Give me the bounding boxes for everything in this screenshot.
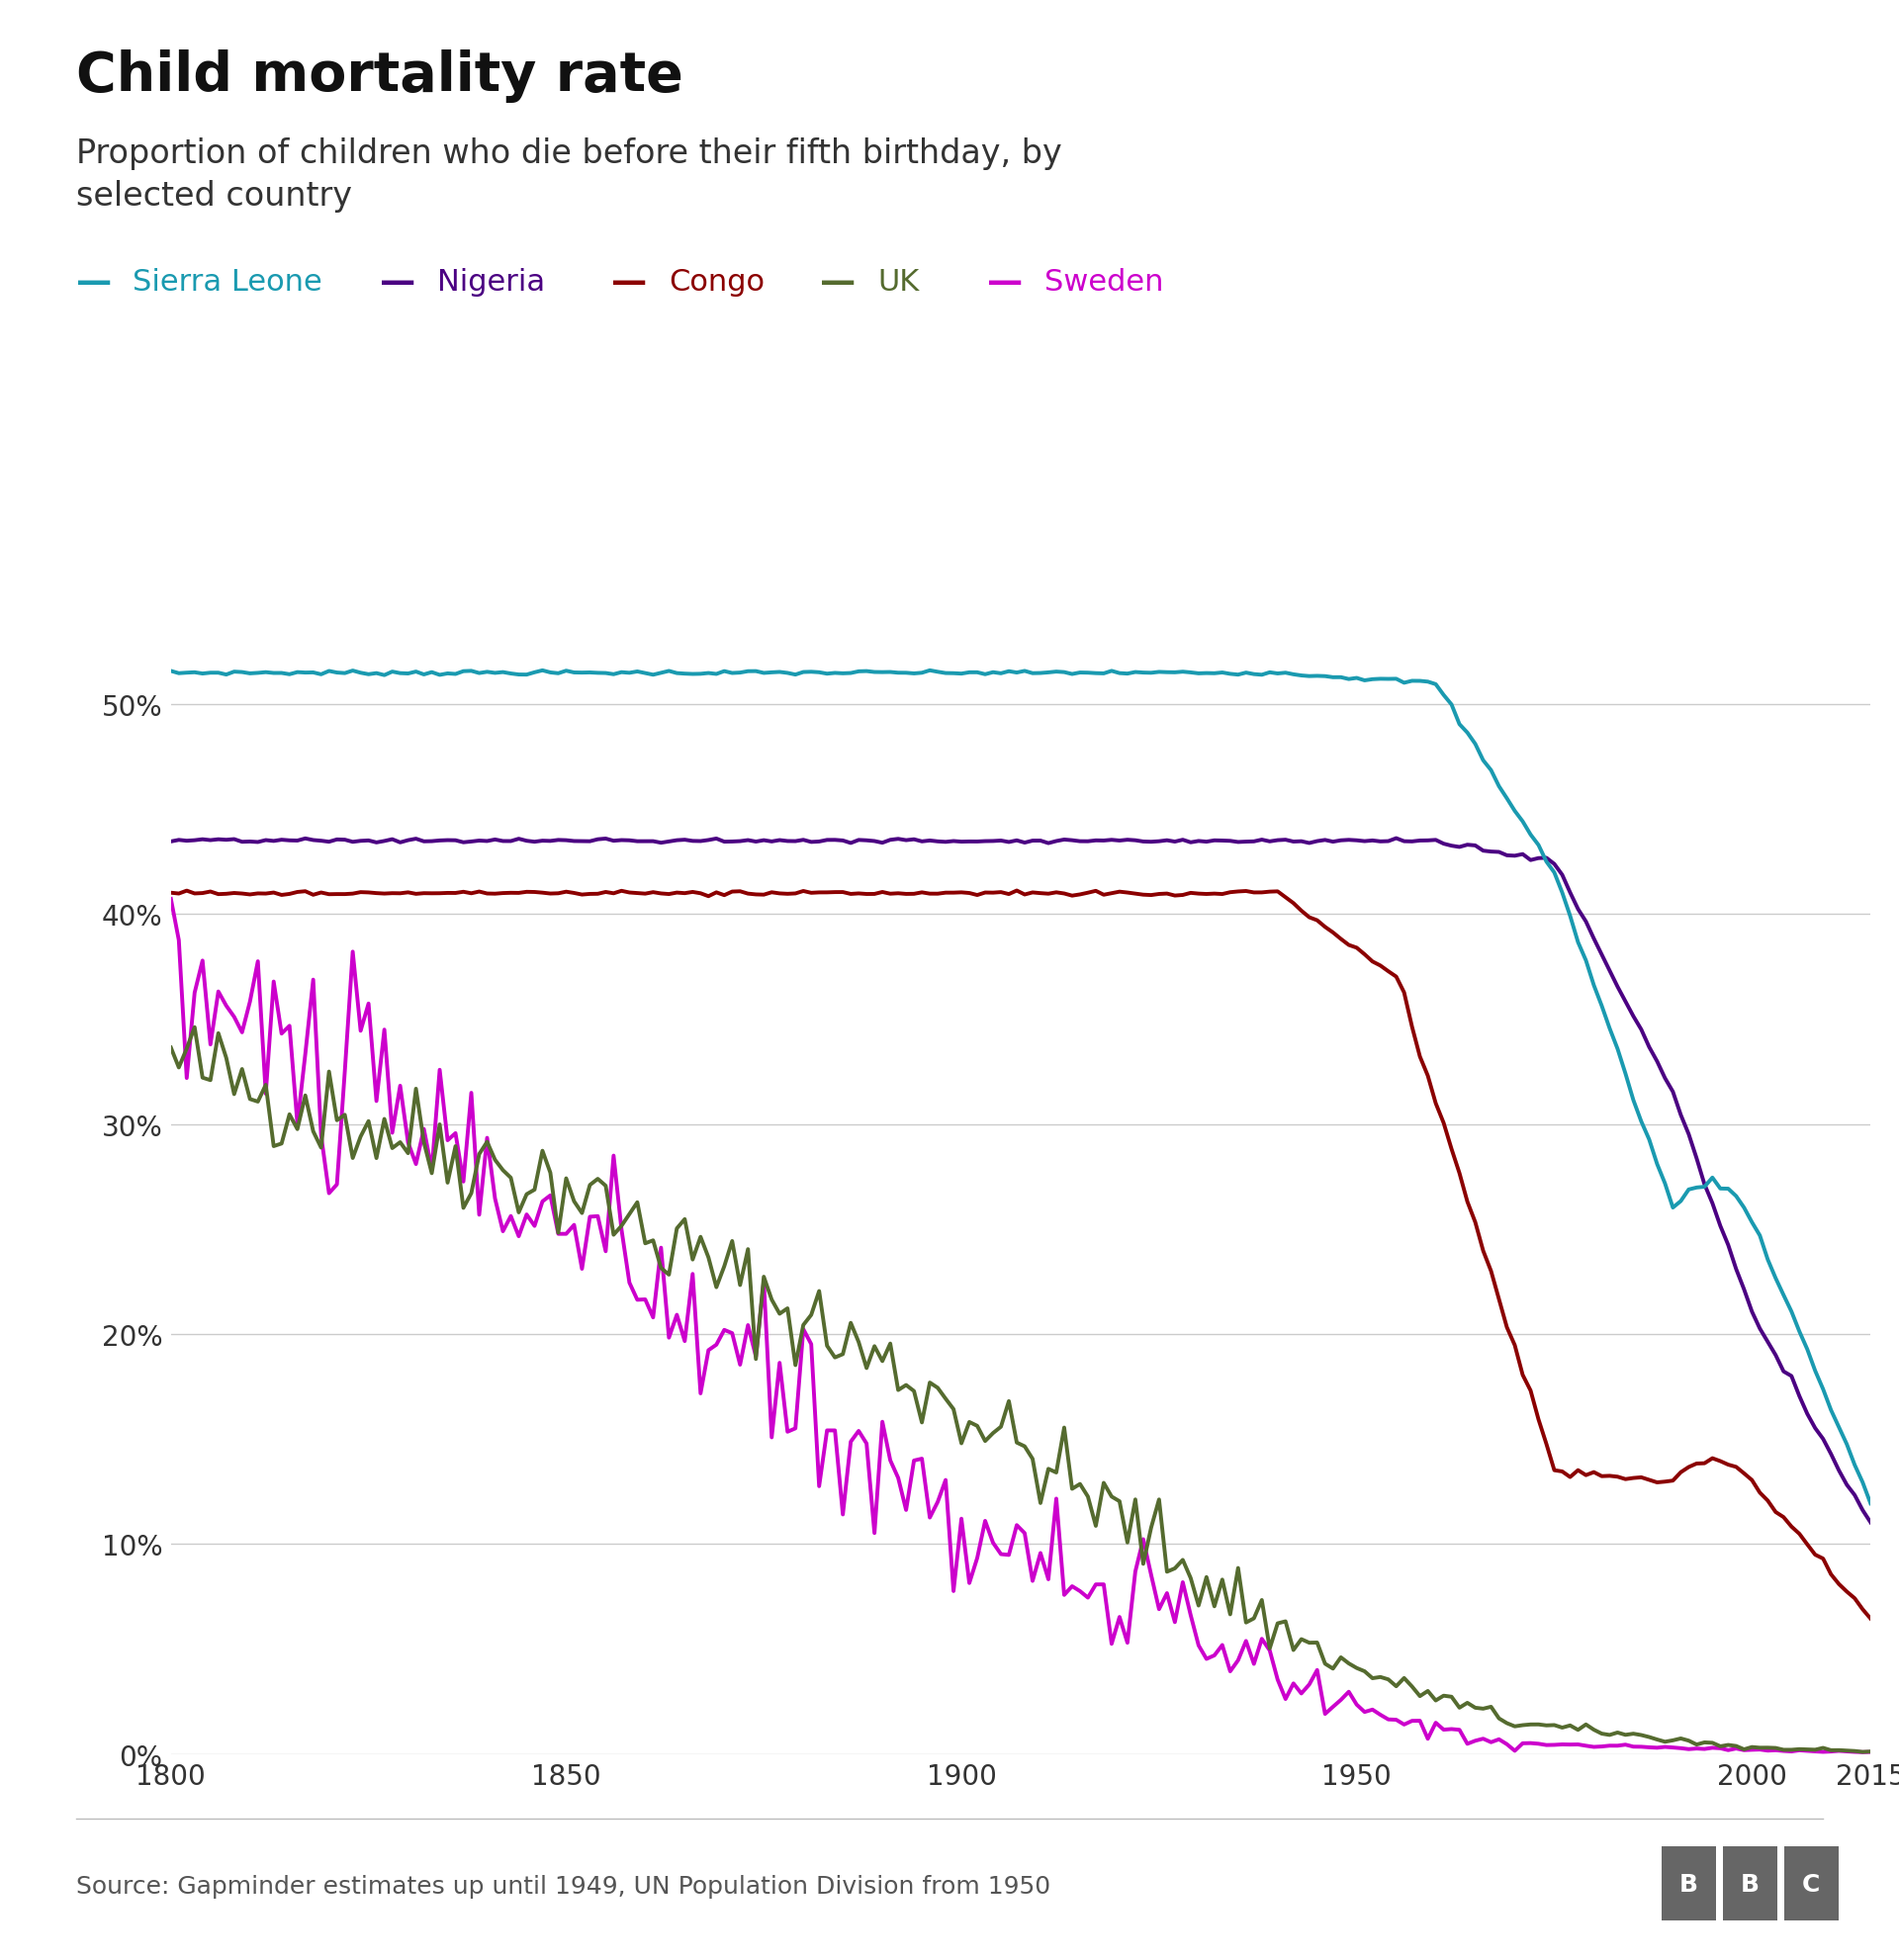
FancyBboxPatch shape	[1785, 1846, 1838, 1921]
Text: Sierra Leone: Sierra Leone	[133, 269, 323, 296]
Text: B: B	[1741, 1872, 1758, 1895]
Text: Congo: Congo	[668, 269, 765, 296]
Text: Proportion of children who die before their fifth birthday, by
selected country: Proportion of children who die before th…	[76, 137, 1062, 214]
FancyBboxPatch shape	[1662, 1846, 1717, 1921]
Text: UK: UK	[877, 269, 919, 296]
Text: —: —	[820, 265, 856, 300]
Text: —: —	[76, 265, 112, 300]
Text: Child mortality rate: Child mortality rate	[76, 49, 684, 102]
Text: Sweden: Sweden	[1044, 269, 1164, 296]
Text: —: —	[380, 265, 416, 300]
Text: —: —	[987, 265, 1024, 300]
Text: —: —	[611, 265, 648, 300]
Text: C: C	[1802, 1872, 1821, 1895]
Text: Source: Gapminder estimates up until 1949, UN Population Division from 1950: Source: Gapminder estimates up until 194…	[76, 1874, 1050, 1897]
Text: Nigeria: Nigeria	[437, 269, 545, 296]
Text: B: B	[1679, 1872, 1698, 1895]
FancyBboxPatch shape	[1722, 1846, 1777, 1921]
